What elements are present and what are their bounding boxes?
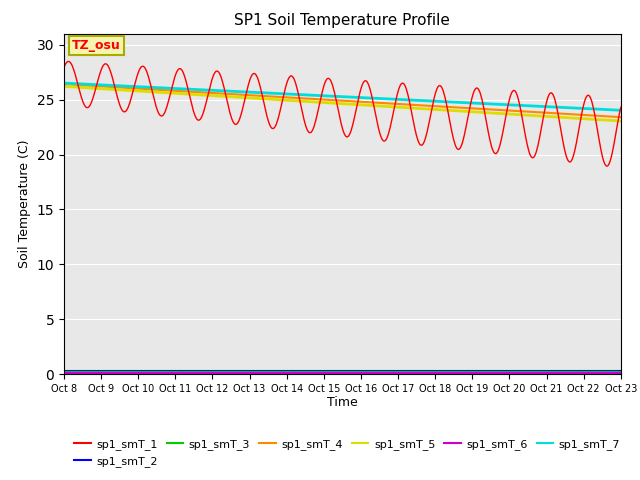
sp1_smT_5 — [617, 118, 625, 124]
sp1_smT_4 — [410, 102, 418, 108]
sp1_smT_4 — [426, 103, 434, 109]
sp1_smT_4 — [214, 90, 221, 96]
sp1_smT_5 — [70, 84, 78, 90]
sp1_smT_2 — [214, 368, 221, 374]
sp1_smT_7 — [617, 108, 625, 113]
Line: sp1_smT_1: sp1_smT_1 — [64, 61, 621, 166]
sp1_smT_2 — [410, 368, 418, 374]
sp1_smT_6 — [426, 370, 434, 376]
sp1_smT_2 — [617, 368, 625, 374]
sp1_smT_6 — [184, 370, 192, 376]
sp1_smT_7 — [214, 88, 221, 94]
sp1_smT_7 — [426, 98, 434, 104]
sp1_smT_1 — [214, 69, 222, 74]
sp1_smT_3 — [617, 369, 625, 374]
Text: TZ_osu: TZ_osu — [72, 39, 121, 52]
sp1_smT_2 — [70, 368, 78, 374]
sp1_smT_7 — [70, 81, 78, 86]
Title: SP1 Soil Temperature Profile: SP1 Soil Temperature Profile — [234, 13, 451, 28]
sp1_smT_5 — [426, 106, 434, 112]
Line: sp1_smT_5: sp1_smT_5 — [64, 86, 621, 121]
sp1_smT_3 — [426, 369, 434, 374]
sp1_smT_7 — [127, 84, 135, 89]
sp1_smT_3 — [60, 369, 68, 374]
sp1_smT_3 — [184, 369, 192, 374]
sp1_smT_1 — [65, 59, 72, 64]
sp1_smT_1 — [617, 105, 625, 110]
Line: sp1_smT_7: sp1_smT_7 — [64, 83, 621, 110]
Y-axis label: Soil Temperature (C): Soil Temperature (C) — [18, 140, 31, 268]
X-axis label: Time: Time — [327, 396, 358, 408]
sp1_smT_6 — [60, 370, 68, 376]
sp1_smT_4 — [127, 85, 135, 91]
sp1_smT_5 — [214, 93, 221, 99]
sp1_smT_4 — [184, 89, 192, 95]
sp1_smT_3 — [70, 369, 78, 374]
sp1_smT_2 — [127, 368, 135, 374]
sp1_smT_4 — [70, 82, 78, 88]
sp1_smT_4 — [60, 81, 68, 87]
sp1_smT_7 — [184, 86, 192, 92]
sp1_smT_3 — [214, 369, 221, 374]
sp1_smT_2 — [426, 368, 434, 374]
sp1_smT_1 — [71, 71, 79, 76]
sp1_smT_6 — [214, 370, 221, 376]
sp1_smT_1 — [128, 92, 136, 97]
sp1_smT_4 — [617, 114, 625, 120]
sp1_smT_6 — [617, 370, 625, 376]
sp1_smT_3 — [410, 369, 418, 374]
sp1_smT_6 — [127, 370, 135, 376]
sp1_smT_5 — [410, 105, 418, 111]
Legend: sp1_smT_1, sp1_smT_2, sp1_smT_3, sp1_smT_4, sp1_smT_5, sp1_smT_6, sp1_smT_7: sp1_smT_1, sp1_smT_2, sp1_smT_3, sp1_smT… — [70, 435, 625, 471]
sp1_smT_2 — [60, 368, 68, 374]
sp1_smT_5 — [60, 84, 68, 89]
sp1_smT_7 — [410, 97, 418, 103]
sp1_smT_5 — [127, 88, 135, 94]
sp1_smT_2 — [184, 368, 192, 374]
sp1_smT_1 — [185, 89, 193, 95]
Line: sp1_smT_4: sp1_smT_4 — [64, 84, 621, 117]
sp1_smT_1 — [603, 163, 611, 169]
sp1_smT_5 — [184, 91, 192, 97]
sp1_smT_6 — [410, 370, 418, 376]
sp1_smT_1 — [428, 110, 435, 116]
sp1_smT_3 — [127, 369, 135, 374]
sp1_smT_6 — [70, 370, 78, 376]
sp1_smT_7 — [60, 80, 68, 86]
sp1_smT_1 — [411, 126, 419, 132]
sp1_smT_1 — [60, 64, 68, 70]
